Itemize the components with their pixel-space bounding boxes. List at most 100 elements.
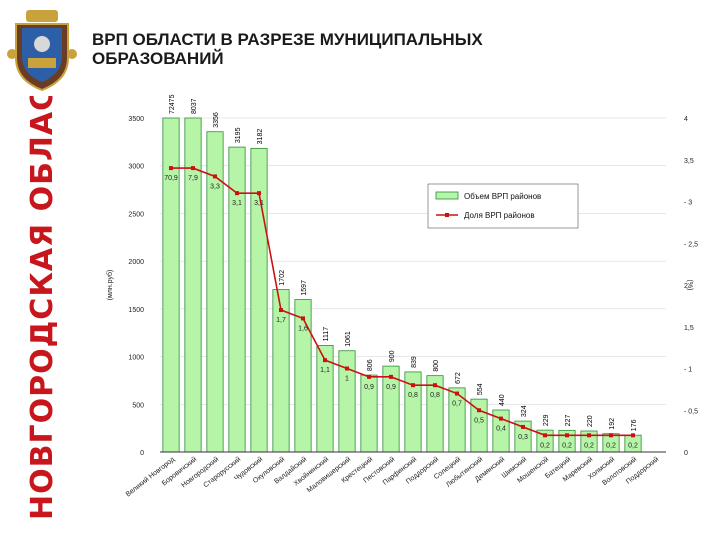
- y-right-tick-label: 3,5: [684, 158, 694, 165]
- line-point: [235, 191, 239, 196]
- line-point: [301, 316, 305, 321]
- bar-value-label: 3182: [257, 129, 264, 145]
- legend-box: [427, 183, 579, 229]
- bar-value-label: 554: [477, 383, 484, 395]
- bar-value-label: 900: [389, 350, 396, 362]
- line-path: [171, 167, 633, 437]
- x-category-label: Новгородский: [180, 455, 221, 489]
- bar-value-label: 220: [587, 415, 594, 427]
- line-point: [521, 424, 525, 429]
- line-point: [433, 383, 437, 388]
- bar-value-label: 176: [631, 419, 638, 431]
- y-right-tick-label: - 0,5: [684, 408, 698, 415]
- line-value-label: 1,6: [298, 325, 308, 332]
- line-value-label: 0,4: [496, 426, 506, 433]
- bar-value-label: 1117: [323, 327, 330, 342]
- line-value-label: 70,9: [164, 175, 178, 182]
- y-right-tick-label: - 3: [684, 200, 692, 207]
- bar-value-label: 1597: [301, 280, 308, 296]
- line-value-label: 0,2: [628, 442, 638, 449]
- line-value-label: 0,7: [452, 401, 462, 408]
- coat-of-arms-icon: [7, 10, 77, 92]
- legend: Объем ВРП районов Доля ВРП районов: [427, 183, 579, 229]
- line-value-label: 0,2: [562, 442, 572, 449]
- bar-value-label: 3195: [235, 127, 242, 143]
- line-point: [367, 374, 371, 379]
- line-value-label: 0,9: [364, 384, 374, 391]
- y-left-tick-label: 0: [140, 450, 144, 457]
- line-value-label: 3,1: [254, 200, 264, 207]
- bar-value-label: 839: [411, 356, 418, 368]
- bar-label-series: 72475 8037 3356 3195 3182 1702 1597 1117 1061 806…: [169, 94, 638, 431]
- x-axis-labels: Великий НовгородБоровичскийНовгородскийС…: [124, 455, 660, 498]
- bar-value-label: 229: [543, 414, 550, 426]
- y-left-tick-label: 500: [132, 402, 144, 409]
- legend-bar-swatch: [435, 191, 459, 200]
- line-value-label: 3,1: [232, 200, 242, 207]
- bar-value-label: 8037: [191, 98, 198, 114]
- vrp-chart: 72475 8037 3356 3195 3182 1702 1597 1117 1061 806…: [106, 94, 698, 498]
- x-category-label: Старорусский: [202, 455, 242, 489]
- legend-line-marker: [445, 213, 449, 217]
- line-point: [213, 174, 217, 179]
- line-value-label: 0,2: [584, 442, 594, 449]
- x-category-label: Любытинский: [444, 455, 484, 489]
- y-left-tick-label: 1000: [128, 355, 144, 362]
- line-point: [345, 366, 349, 371]
- line-point: [477, 408, 481, 413]
- bar-value-label: 3356: [213, 112, 220, 128]
- line-point: [587, 433, 591, 438]
- line-value-label: 0,8: [430, 392, 440, 399]
- bar-value-label: 227: [565, 415, 572, 427]
- bar-value-label: 72475: [169, 94, 176, 114]
- line-value-label: 1,1: [320, 367, 330, 374]
- page-title: ВРП ОБЛАСТИ В РАЗРЕЗЕ МУНИЦИПАЛЬНЫХ ОБРА…: [92, 30, 652, 68]
- line-point: [169, 166, 173, 171]
- bar-value-label: 672: [455, 372, 462, 384]
- line-value-label: 0,2: [606, 442, 616, 449]
- page-title-line1: ВРП ОБЛАСТИ В РАЗРЕЗЕ МУНИЦИПАЛЬНЫХ: [92, 30, 483, 49]
- y-left-axis-title: (млн.руб): [106, 270, 114, 301]
- bar: [294, 299, 312, 453]
- line-label-series: 70,9 7,9 3,3 3,1 3,1 1,7 1,6 1,1 1 0,9 0,9 0,8 0,8 0,…: [164, 175, 638, 449]
- y-left-tick-label: 3000: [128, 164, 144, 171]
- line-value-label: 3,3: [210, 183, 220, 190]
- bar-series: [162, 117, 642, 453]
- bar-value-label: 1702: [279, 270, 286, 286]
- line-value-label: 0,5: [474, 417, 484, 424]
- left-banner: НОВГОРОДСКАЯ ОБЛАСТЬ: [0, 0, 84, 540]
- y-right-tick-label: 4: [684, 116, 688, 123]
- y-left-tick-label: 2500: [128, 211, 144, 218]
- bar: [470, 398, 488, 453]
- line-series: [169, 166, 635, 438]
- chart-axes: 0 500 1000 1500 2000 2500 3000 3500 0 - 0,5 - 1 1,5…: [106, 116, 698, 457]
- line-value-label: 0,2: [540, 442, 550, 449]
- line-point: [389, 374, 393, 379]
- bar-value-label: 192: [609, 418, 616, 430]
- line-point: [609, 433, 613, 438]
- line-point: [565, 433, 569, 438]
- bar-value-label: 440: [499, 394, 506, 406]
- line-value-label: 0,8: [408, 392, 418, 399]
- y-left-tick-label: 2000: [128, 259, 144, 266]
- line-point: [455, 391, 459, 396]
- y-left-tick-label: 3500: [128, 116, 144, 123]
- line-point: [631, 433, 635, 438]
- y-right-tick-label: - 2,5: [684, 241, 698, 248]
- line-point: [257, 191, 261, 196]
- y-right-tick-label: 1,5: [684, 325, 694, 332]
- side-title-graphic: НОВГОРОДСКАЯ ОБЛАСТЬ: [25, 96, 60, 520]
- bar-value-label: 800: [433, 360, 440, 372]
- y-left-tick-label: 1500: [128, 307, 144, 314]
- bar: [272, 289, 290, 453]
- page-title-line2: ОБРАЗОВАНИЙ: [92, 49, 224, 68]
- line-value-label: 1,7: [276, 317, 286, 324]
- bar-value-label: 806: [367, 359, 374, 371]
- line-value-label: 1: [345, 376, 349, 383]
- line-point: [499, 416, 503, 421]
- line-value-label: 0,9: [386, 384, 396, 391]
- line-point: [411, 383, 415, 388]
- bar-value-label: 324: [521, 405, 528, 417]
- line-value-label: 7,9: [188, 175, 198, 182]
- line-value-label: 0,3: [518, 434, 528, 441]
